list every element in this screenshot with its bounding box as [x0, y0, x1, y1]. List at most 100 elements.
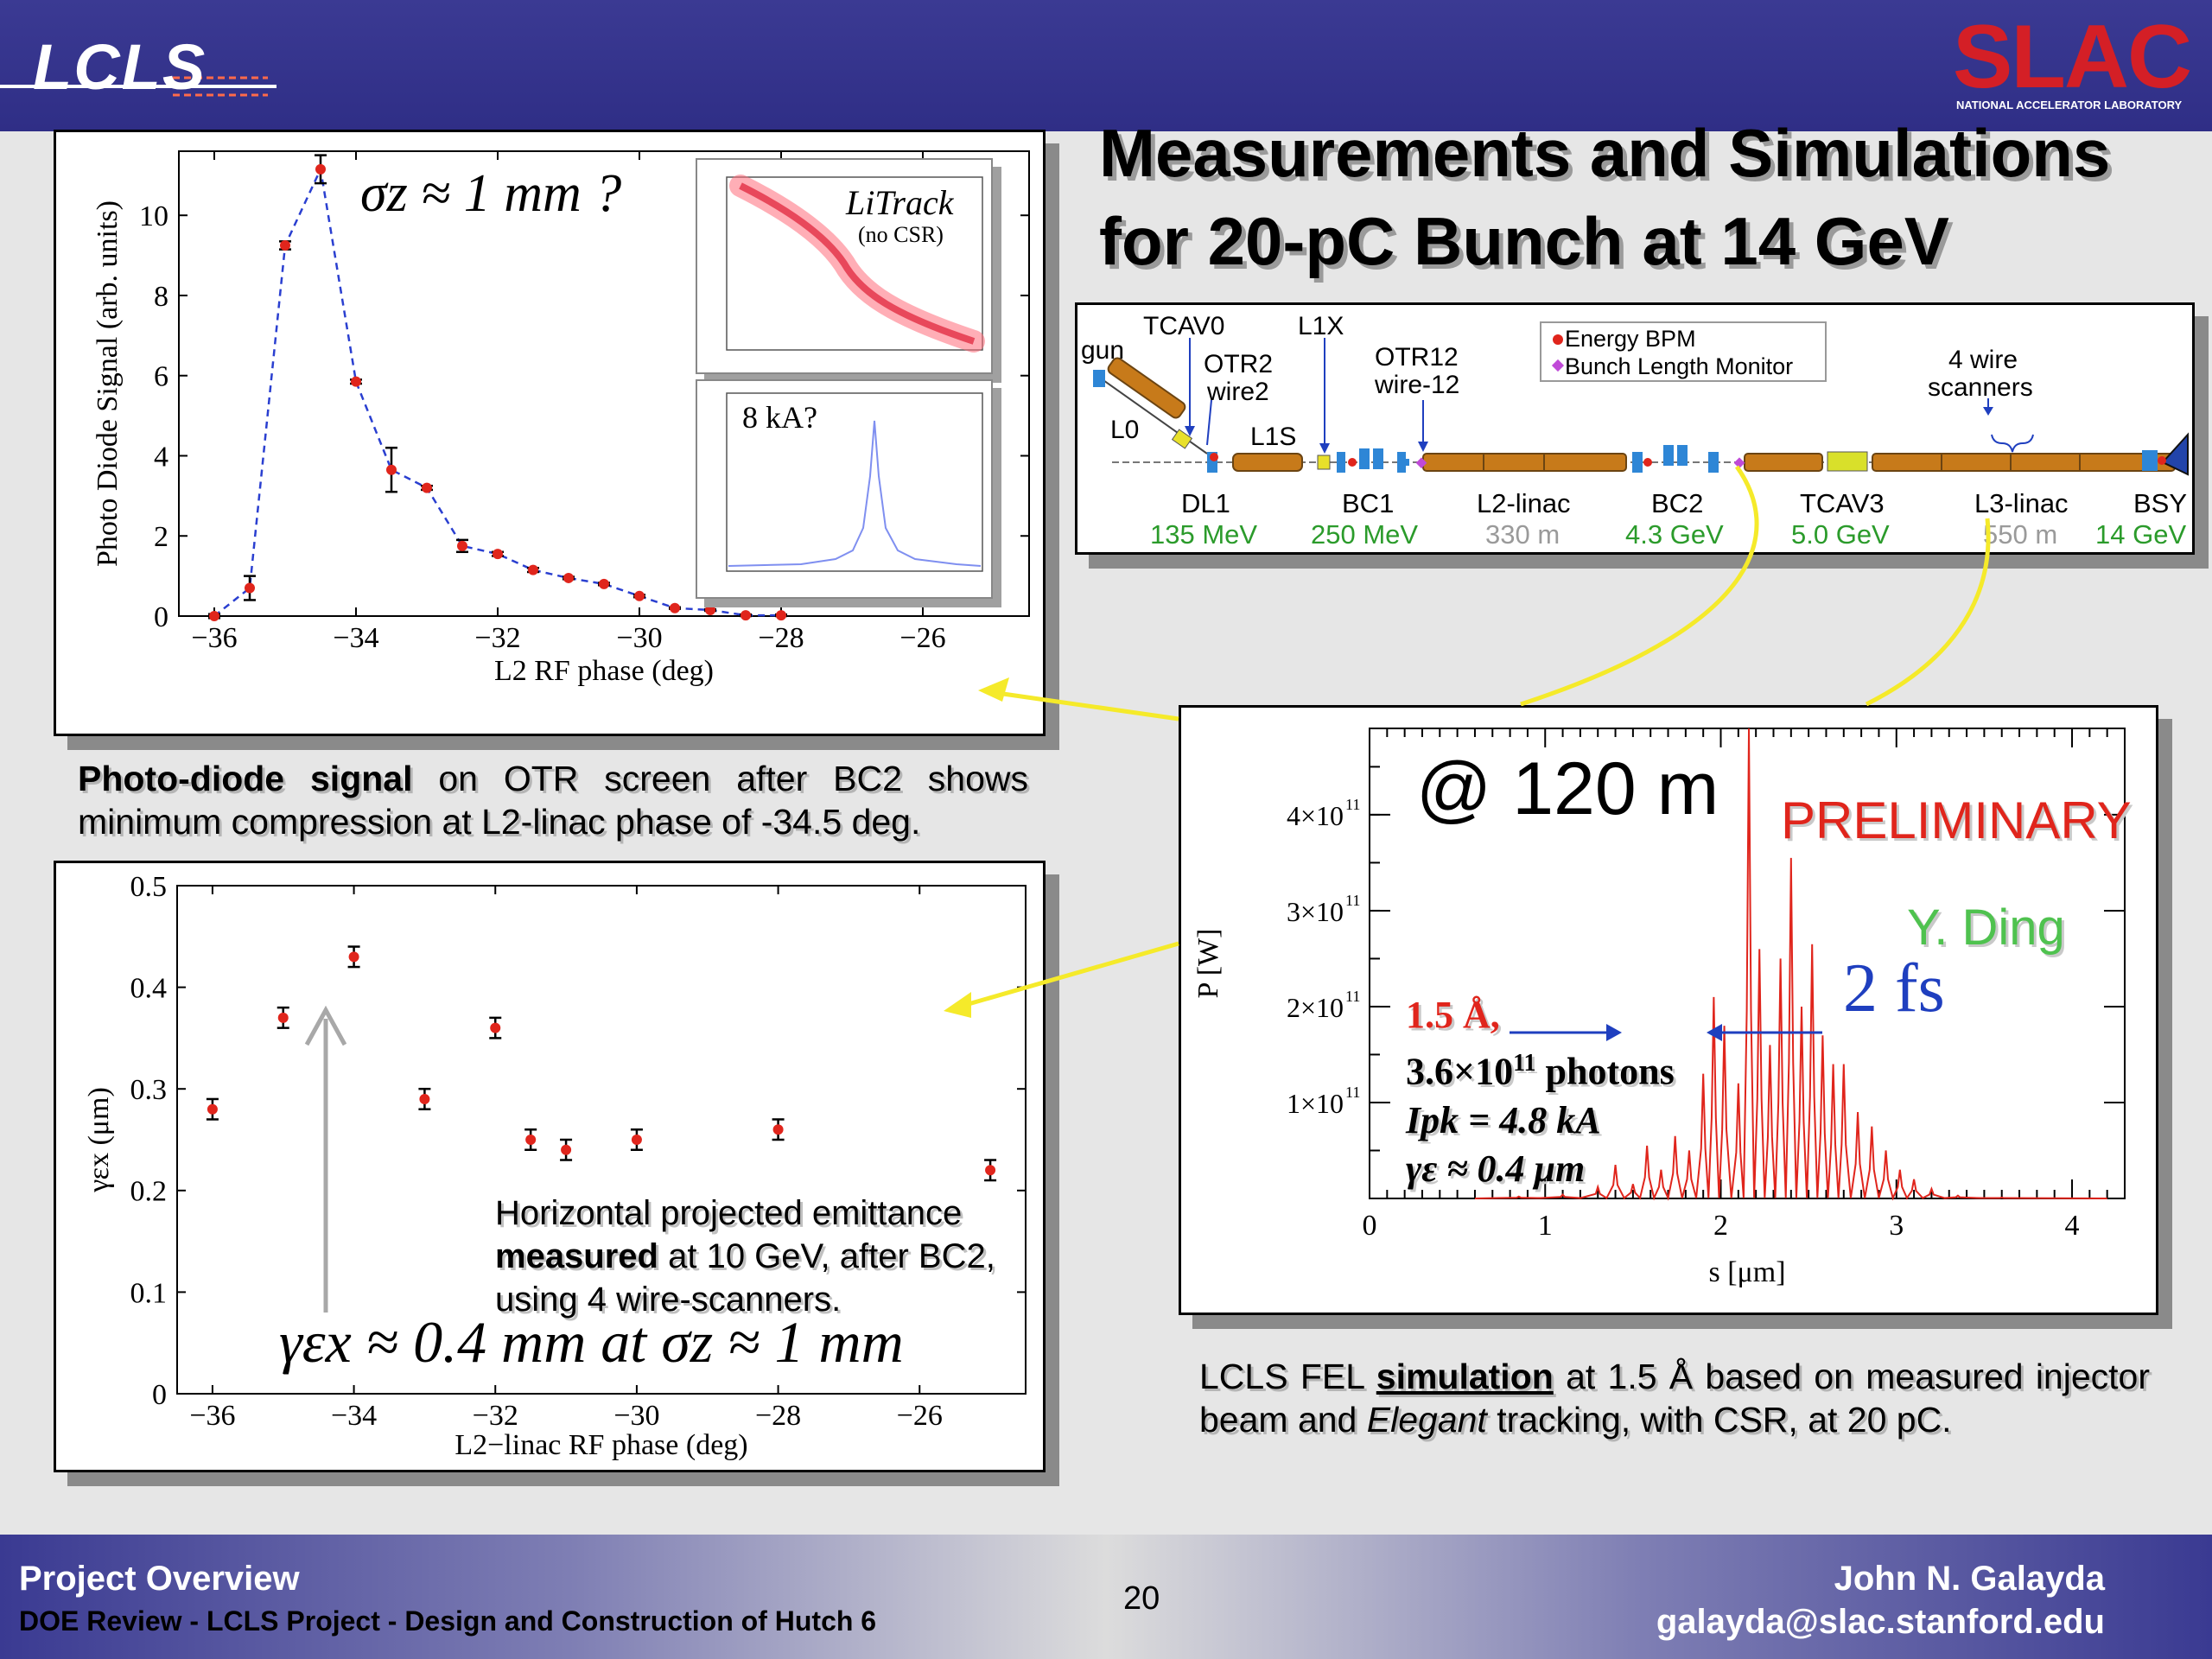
fel-current: Ipk = 4.8 kA	[1406, 1098, 1601, 1141]
beamline-diagram: Energy BPM Bunch Length Monitor TCAV0 L1…	[1075, 302, 2195, 555]
fs-arrow-left-head	[1606, 1024, 1622, 1041]
x-tick-label: −26	[899, 622, 945, 654]
x-tick-label: −28	[758, 622, 804, 654]
plot-frame	[176, 885, 1027, 1395]
photodiode-caption-text: on OTR screen after BC2 shows minimum co…	[78, 759, 1028, 842]
header-bar	[0, 0, 2212, 131]
emittance-annotation: γεx ≈ 0.4 mm at σz ≈ 1 mm	[279, 1309, 904, 1375]
x-tick-label: 3	[1889, 1210, 1904, 1242]
y-tick-label: 0	[154, 601, 168, 633]
data-point	[351, 376, 361, 387]
section-dl1: DL1	[1181, 488, 1230, 518]
section-l3-linac: L3-linac	[1974, 488, 2069, 518]
section-l3-linac-value: 550 m	[1983, 519, 2058, 550]
fel-power-chart: 0 1 2 3 41×10 112×10 113×10 114×10 11s [μm]P [W]	[1192, 728, 2126, 1288]
y-tick-label: 4	[154, 441, 168, 473]
y-tick-exponent: 11	[1345, 892, 1360, 909]
data-point	[525, 1135, 537, 1145]
data-point	[277, 1012, 289, 1023]
section-dl1-value: 135 MeV	[1150, 519, 1258, 550]
x-tick-label: 4	[2065, 1210, 2080, 1242]
data-point	[422, 482, 432, 493]
y-tick-label: 2	[154, 521, 168, 553]
litrack-phase-space-plot	[726, 175, 985, 353]
y-tick-label: 0.1	[130, 1277, 168, 1309]
y-tick-label: 3×10	[1287, 896, 1344, 927]
l2-linac	[1422, 453, 1627, 472]
x-tick-label: 0	[1363, 1210, 1377, 1242]
data-point	[348, 951, 359, 963]
data-point	[561, 1144, 572, 1155]
lcls-logo-text: LCLS	[33, 31, 207, 103]
fel-stats: 1.5 Å, 3.6×1011 photons Ipk = 4.8 kA γε …	[1406, 991, 1675, 1193]
slide-title: Measurements and Simulations for 20-pC B…	[1099, 109, 2212, 285]
x-tick-label: −32	[474, 622, 520, 654]
data-point	[776, 610, 786, 621]
fel-photons-exp: 11	[1513, 1050, 1536, 1077]
footer-author-email: galayda@slac.stanford.edu	[1656, 1603, 2105, 1641]
photodiode-caption: Photo-diode signal on OTR screen after B…	[78, 757, 1028, 843]
label-wire-scanners-2: scanners	[1928, 373, 2033, 402]
footer-subtitle: DOE Review - LCLS Project - Design and C…	[19, 1605, 877, 1637]
fel-wavelength: 1.5 Å,	[1406, 994, 1500, 1036]
y-tick-label: 2×10	[1287, 992, 1344, 1023]
data-point	[245, 582, 255, 594]
data-point	[705, 605, 715, 616]
photodiode-series-line	[213, 165, 781, 617]
litrack-title: LiTrack	[846, 183, 954, 222]
beamline-schematic	[1093, 321, 2189, 476]
x-tick-label: −36	[191, 622, 237, 654]
data-point	[419, 1093, 430, 1104]
x-tick-label: 1	[1538, 1210, 1553, 1242]
data-point	[457, 540, 467, 551]
data-point	[490, 1022, 501, 1033]
fel-caption-end: tracking, with CSR, at 20 pC.	[1486, 1400, 1952, 1440]
section-bsy-value: 14 GeV	[2095, 519, 2187, 550]
fel-caption-italic: Elegant	[1366, 1400, 1487, 1440]
y-tick-label: 0	[152, 1379, 167, 1411]
y-tick-label: 1×10	[1287, 1088, 1344, 1119]
y-tick-exponent: 11	[1345, 1084, 1360, 1101]
l1s-accelerator	[1232, 453, 1303, 472]
beamline-legend	[1540, 321, 1827, 382]
y-tick-label: 0.3	[130, 1074, 168, 1106]
fel-preliminary-label: PRELIMINARY	[1781, 791, 2132, 849]
data-point	[741, 610, 751, 621]
emittance-chart-panel: −36 −34 −32 −30 −28 −26 0 0.1 0.2 0.3 0.4 0.5 L2−lin…	[54, 861, 1046, 1472]
y-tick-label: 0.4	[130, 973, 168, 1005]
legend-energy-bpm: Energy BPM	[1565, 326, 1696, 352]
lcls-logo: LCLS	[0, 26, 285, 112]
data-point	[599, 578, 609, 589]
fel-author-label: Y. Ding	[1907, 899, 2065, 956]
slide-title-line1: Measurements and Simulations	[1099, 115, 2111, 191]
label-wire-scanners-1: 4 wire	[1948, 346, 2018, 374]
label-l1x: L1X	[1298, 312, 1344, 340]
y-tick-label: 10	[139, 200, 168, 232]
fel-location-annotation: @ 120 m	[1416, 747, 1719, 830]
fel-power-series	[1474, 728, 2107, 1201]
slac-logo-text: SLAC	[1953, 7, 2192, 107]
tcav3	[1827, 451, 1868, 472]
section-l2-linac-value: 330 m	[1485, 519, 1560, 550]
label-l0: L0	[1110, 416, 1140, 444]
section-tcav3-value: 5.0 GeV	[1791, 519, 1890, 550]
fel-caption: LCLS FEL simulation at 1.5 Å based on me…	[1199, 1355, 2150, 1441]
label-tcav0: TCAV0	[1143, 312, 1225, 340]
footer-author-name: John N. Galayda	[1834, 1560, 2105, 1598]
fel-caption-bold: simulation	[1376, 1357, 1554, 1396]
data-point	[315, 163, 326, 175]
fel-fs-label: 2 fs	[1843, 950, 1945, 1027]
y-tick-label: 8	[154, 281, 168, 313]
data-point	[207, 1103, 218, 1115]
slide-title-line2: for 20-pC Bunch at 14 GeV	[1099, 203, 1949, 279]
y-tick-label: 6	[154, 361, 168, 393]
footer-bar	[0, 1535, 2212, 1659]
x-tick-label: −34	[333, 622, 378, 654]
section-bc2: BC2	[1651, 488, 1704, 518]
y-tick-label: 0.2	[130, 1176, 168, 1208]
x-tick-label: 2	[1713, 1210, 1728, 1242]
section-bsy: BSY	[2133, 488, 2188, 518]
y-tick-exponent: 11	[1345, 796, 1360, 813]
label-wire12: wire-12	[1375, 371, 1460, 399]
y-tick-label: 4×10	[1287, 800, 1344, 831]
